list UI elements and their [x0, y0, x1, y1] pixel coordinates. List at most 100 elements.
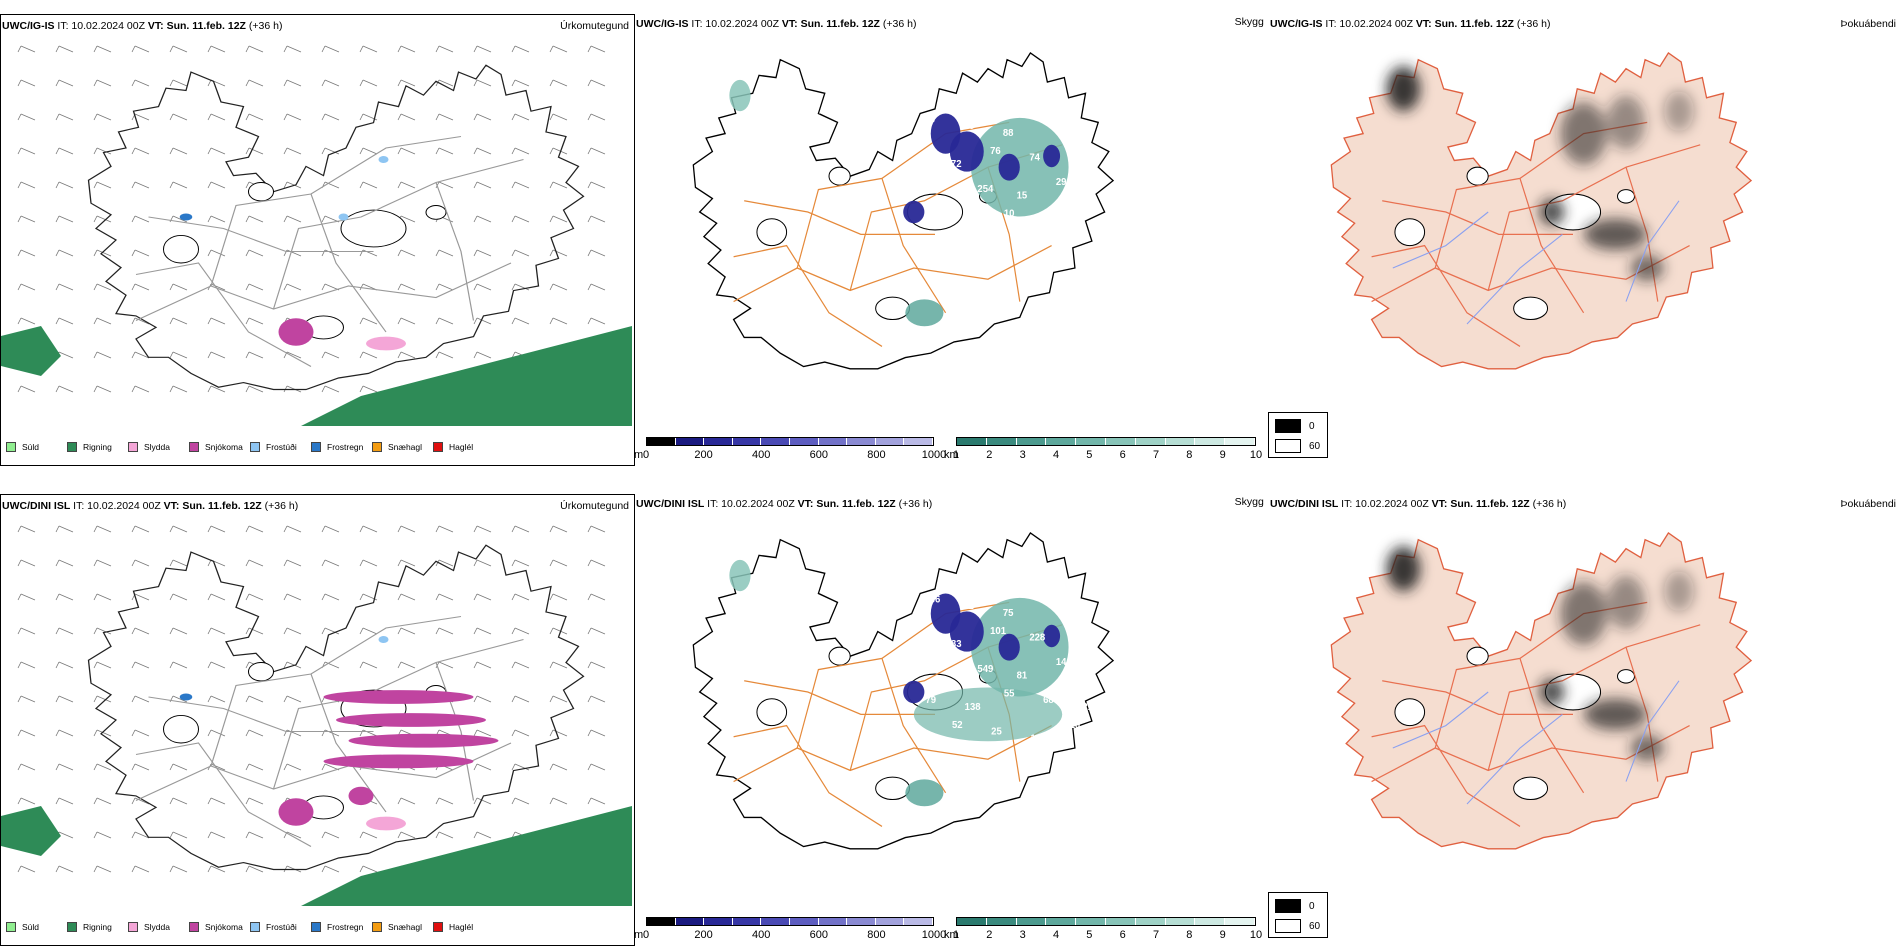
model-name: UWC/IG-IS [2, 20, 55, 32]
model-name: UWC/DINI ISL [1270, 498, 1339, 510]
colorbar-tick: 4 [1052, 929, 1060, 941]
colorbar-tick: 10 [1249, 929, 1263, 941]
colorbar-tick: 1000 [921, 449, 947, 461]
colorbar-segment [675, 918, 705, 925]
colorbar-tick: 600 [809, 449, 828, 461]
colorbar-tick: 600 [809, 929, 828, 941]
precip-type-panel-row2 [0, 494, 635, 946]
colorbar-tick: 200 [694, 449, 713, 461]
wind-barbs [17, 45, 606, 393]
low-cloud-area [949, 611, 984, 652]
colorbar-tick: 6 [1119, 929, 1126, 941]
cloud-base-label: 68 [925, 215, 936, 226]
glacier-outline [1394, 698, 1426, 727]
legend-label: Haglél [449, 442, 474, 452]
road-line [881, 178, 947, 314]
snowfall-area [278, 798, 314, 826]
cloud-base-label: 72 [951, 159, 962, 170]
init-time: IT: 10.02.2024 00Z [73, 500, 161, 512]
visibility-panel-row1: UWC/IG-IS IT: 10.02.2024 00Z VT: Sun. 11… [634, 14, 1264, 464]
legend-item-snjókoma: Snjókoma [189, 920, 250, 934]
colorbar-tick: 1000 [921, 929, 947, 941]
road-line [733, 245, 1052, 303]
colorbar-segment [1195, 438, 1226, 445]
iceland-coastline [692, 532, 1115, 850]
visibility-map-row1: 98 78 88 11 84 72 76 74 13 85 254 15 29 68 89 10 [692, 52, 1115, 370]
glacier-outline [756, 698, 788, 727]
cloud-base-label: 83 [951, 639, 962, 650]
road-line [435, 662, 475, 801]
colorbar-tick: 9 [1219, 929, 1226, 941]
colorbar-segment [675, 438, 705, 445]
colorbar-tick: 400 [752, 929, 771, 941]
colorbar-segment [986, 918, 1017, 925]
glacier-outline [1466, 166, 1489, 186]
freezing-rain-area [179, 693, 193, 701]
colorbar-segment [1135, 918, 1166, 925]
colorbar-segment [847, 918, 876, 925]
visibility-colorbar-row1: km 1 2 3 4 5 6 7 8 9 10 [944, 437, 1264, 463]
road-line [310, 193, 387, 333]
glacier-outline [163, 714, 199, 744]
model-name: UWC/DINI ISL [636, 498, 705, 510]
colorbar-segment [1165, 918, 1196, 925]
road-line [881, 658, 947, 794]
cloud-base-colorbar-row2: m 0 200 400 600 800 1000 [634, 917, 947, 943]
lead-time: (+36 h) [898, 498, 933, 510]
colorbar-tick: 3 [1019, 449, 1026, 461]
colorbar-strip [956, 437, 1256, 446]
glacier-outline [1513, 776, 1549, 801]
snowfall-band [348, 733, 499, 748]
legend-label: Súld [22, 922, 40, 932]
legend-item-rigning: Rigning [67, 440, 128, 454]
cloud-base-label: 11 [964, 601, 975, 612]
legend-swatch [372, 922, 382, 932]
legend-swatch [372, 442, 382, 452]
road-line [135, 262, 512, 321]
legend-item-súld: Súld [6, 920, 67, 934]
cloud-base-label: 78 [964, 121, 975, 132]
glacier-outline [875, 296, 911, 321]
colorbar-tick: 8 [1186, 929, 1193, 941]
rain-area [301, 806, 632, 906]
cloud-base-label: 136 [924, 594, 940, 605]
colorbar-tick: 5 [1086, 929, 1093, 941]
legend-swatch [128, 922, 138, 932]
road-line [733, 725, 1052, 783]
fog-panel-row2: UWC/DINI ISL IT: 10.02.2024 00Z VT: Sun.… [1268, 494, 1900, 944]
fog-index-legend-row1: 0 60 [1268, 412, 1328, 458]
fog-legend-label: 60 [1309, 920, 1321, 932]
cloud-base-label: 68 [1043, 695, 1054, 706]
sleet-area [366, 336, 406, 351]
colorbar-segment [789, 438, 819, 445]
colorbar-tick: 2 [986, 449, 993, 461]
legend-label: Frostregn [327, 922, 364, 932]
legend-swatch [67, 922, 77, 932]
low-cloud-area [1043, 144, 1061, 168]
fog-legend-swatch [1275, 899, 1301, 913]
legend-item-súld: Súld [6, 440, 67, 454]
river-line [1392, 211, 1489, 269]
colorbar-segment [1225, 918, 1255, 925]
low-visibility-area [729, 79, 751, 112]
cloud-base-label: 10 [1070, 720, 1081, 731]
cloud-base-label: 85 [938, 177, 949, 188]
road-line [1519, 178, 1585, 314]
iceland-coastline [87, 544, 585, 871]
colorbar-segment [1135, 438, 1166, 445]
legend-label: Haglél [449, 922, 474, 932]
legend-label: Snæhagl [388, 922, 423, 932]
fog-legend-swatch [1275, 419, 1301, 433]
road-line [1487, 624, 1701, 771]
snowfall-area [348, 786, 374, 806]
fog-index-legend-row2: 0 60 [1268, 892, 1328, 938]
legend-item-rigning: Rigning [67, 920, 128, 934]
cloud-base-label: 29 [1056, 177, 1067, 188]
road-line [1382, 680, 1573, 716]
cloud-base-label: 11 [1042, 114, 1053, 125]
road-line [733, 244, 883, 347]
lead-time: (+36 h) [248, 20, 283, 32]
legend-label: Snjókoma [205, 922, 243, 932]
iceland-coastline [692, 52, 1115, 370]
low-cloud-area [903, 200, 925, 224]
